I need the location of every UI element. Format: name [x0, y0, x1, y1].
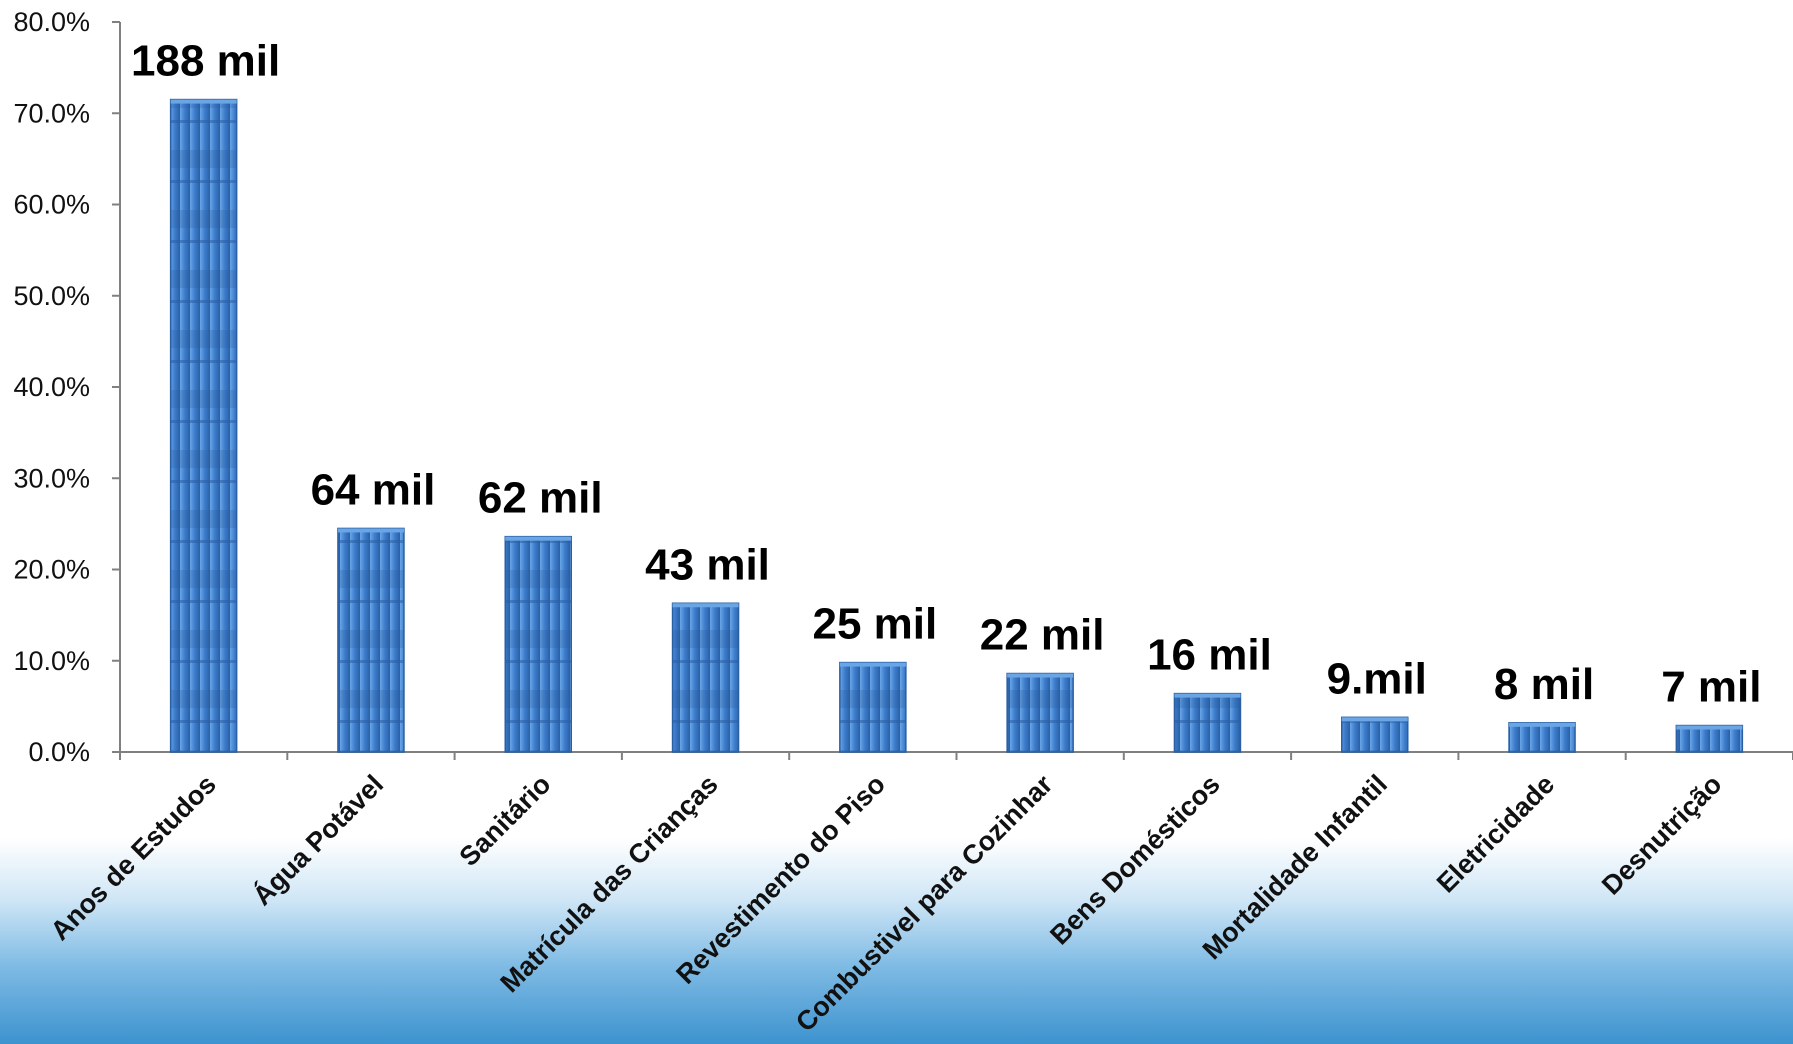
bar-top-highlight: [672, 603, 739, 608]
y-tick-label: 60.0%: [13, 190, 90, 220]
bar-top-highlight: [839, 662, 906, 667]
category-label: Desnutrição: [1596, 769, 1728, 901]
y-tick-label: 30.0%: [13, 463, 90, 493]
y-axis: 0.0% 10.0% 20.0% 30.0% 40.0% 50.0% 60.0% 70.0% 8…: [13, 7, 121, 767]
category-label: Eletricidade: [1431, 769, 1560, 898]
bar: [1341, 716, 1409, 753]
category-label: Sanitário: [454, 769, 557, 872]
data-label: 16 mil: [1147, 631, 1272, 680]
data-label: 25 mil: [812, 600, 937, 649]
data-label: 9.mil: [1327, 654, 1427, 703]
data-label: 188 mil: [131, 37, 280, 86]
category-label: Mortalidade Infantil: [1197, 769, 1393, 965]
category-label: Água Potável: [246, 768, 389, 911]
background-gradient-band: [0, 838, 1793, 1044]
bar: [671, 602, 740, 753]
bar: [337, 527, 405, 753]
category-label: Anos de Estudos: [45, 769, 222, 946]
data-label: 62 mil: [478, 474, 603, 523]
data-label: 8 mil: [1494, 660, 1594, 709]
data-label: 7 mil: [1661, 663, 1761, 712]
bar-top-highlight: [170, 99, 237, 104]
data-label: 43 mil: [645, 540, 770, 589]
y-tick-label: 70.0%: [13, 98, 90, 128]
bar: [1173, 692, 1242, 753]
bar-top-highlight: [1341, 717, 1408, 722]
bar: [839, 661, 907, 753]
bar-top-highlight: [1007, 673, 1074, 678]
y-tick-label: 20.0%: [13, 555, 90, 585]
category-label: Bens Domésticos: [1044, 769, 1225, 950]
y-tick-label: 80.0%: [13, 7, 90, 37]
bars: [169, 98, 1744, 753]
data-label: 22 mil: [980, 611, 1105, 660]
bar-top-highlight: [337, 528, 404, 533]
bar-top-highlight: [1174, 693, 1241, 698]
bar: [169, 98, 238, 753]
x-axis: [119, 751, 1793, 760]
bar-top-highlight: [1509, 722, 1576, 727]
category-labels: Anos de Estudos Água Potável SanitárioMatr…: [45, 768, 1728, 1037]
bar: [1006, 672, 1074, 753]
data-label: 64 mil: [311, 465, 436, 514]
bar: [504, 535, 572, 753]
y-tick-label: 10.0%: [13, 646, 90, 676]
y-tick-label: 50.0%: [13, 281, 90, 311]
y-tick-label: 40.0%: [13, 372, 90, 402]
bar-top-highlight: [1676, 725, 1743, 730]
data-labels: 188 mil 64 mil 62 mil 43 mil 25 mil 22 mil 16 …: [131, 37, 1761, 712]
bar-top-highlight: [505, 536, 572, 541]
bar: [1675, 724, 1744, 753]
bar: [1508, 722, 1576, 753]
y-tick-label: 0.0%: [28, 737, 90, 767]
